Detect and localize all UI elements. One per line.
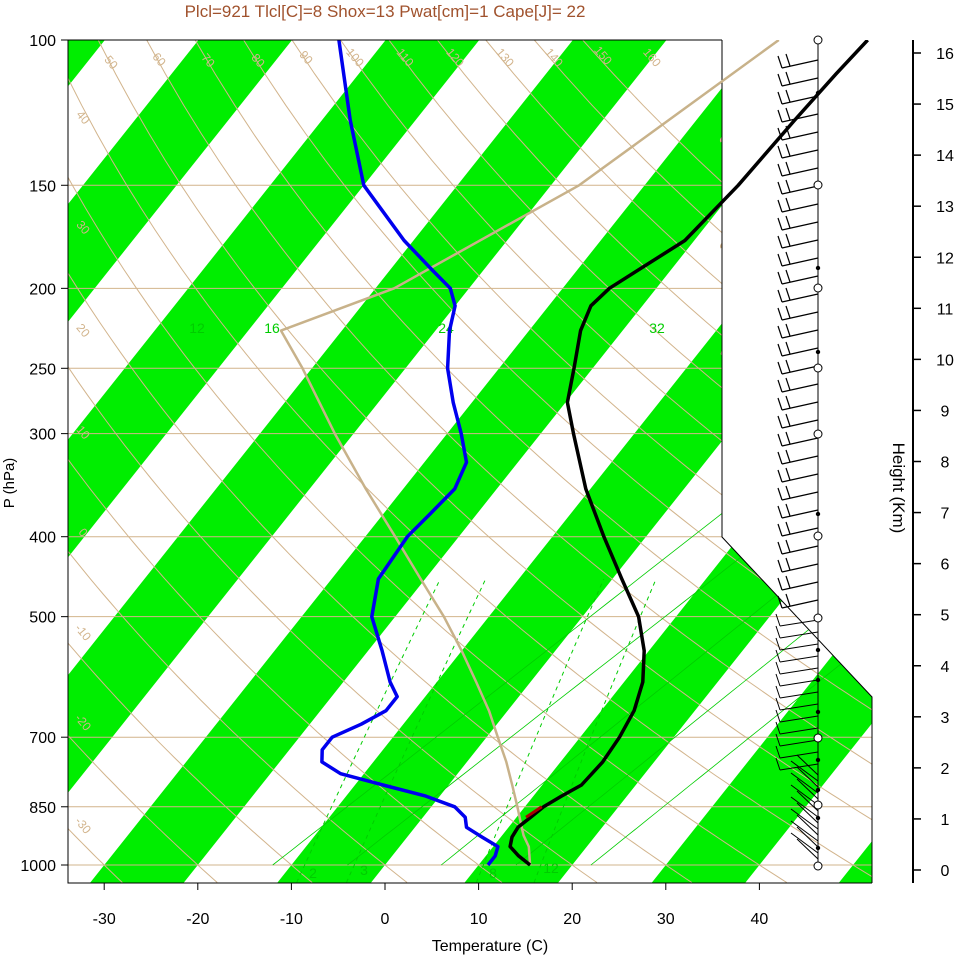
mixing-ratio-label: 12 xyxy=(189,320,205,336)
dry-adiabat-label: 50 xyxy=(101,53,121,72)
wind-level-dot xyxy=(816,678,820,682)
calm-wind-circle xyxy=(814,430,822,438)
dry-adiabat-label: -30 xyxy=(72,814,94,837)
x-tick-label: 30 xyxy=(657,911,675,928)
height-axis-label: Height (Km) xyxy=(889,443,908,534)
height-tick-label: 5 xyxy=(941,608,950,625)
x-tick-label: 40 xyxy=(751,911,769,928)
y-tick-label: 200 xyxy=(29,281,56,298)
wind-barb xyxy=(797,839,818,859)
x-tick-label: 10 xyxy=(470,911,488,928)
mixing-ratio-label: 2 xyxy=(309,865,317,881)
height-tick-label: 8 xyxy=(941,455,950,472)
calm-wind-circle xyxy=(814,181,822,189)
wind-barb-flag xyxy=(776,674,780,686)
y-tick-label: 300 xyxy=(29,427,56,444)
height-tick-label: 10 xyxy=(936,352,954,369)
calm-wind-circle xyxy=(814,862,822,870)
dry-adiabat-label: 40 xyxy=(73,108,93,127)
dry-adiabat-label: 130 xyxy=(493,45,517,70)
wind-barb-flag xyxy=(776,662,780,674)
y-tick-label: 150 xyxy=(29,178,56,195)
y-tick-label: 400 xyxy=(29,530,56,547)
calm-wind-circle xyxy=(814,284,822,292)
y-tick-label: 100 xyxy=(29,33,56,50)
wind-barb-flag xyxy=(776,626,780,638)
height-tick-label: 15 xyxy=(936,97,954,114)
wind-level-dot xyxy=(816,846,820,850)
mixing-ratio-label: 32 xyxy=(649,320,665,336)
wind-barb xyxy=(780,644,818,650)
wind-barb-flag xyxy=(776,614,780,626)
wind-level-dot xyxy=(816,710,820,714)
x-tick-label: -20 xyxy=(186,911,209,928)
height-tick-label: 0 xyxy=(941,863,950,880)
y-tick-label: 250 xyxy=(29,361,56,378)
y-tick-label: 700 xyxy=(29,730,56,747)
wind-level-dot xyxy=(816,266,820,270)
calm-wind-circle xyxy=(814,801,822,809)
x-axis-label: Temperature (C) xyxy=(432,938,548,955)
mixing-ratio-label: 8 xyxy=(489,865,497,881)
height-tick-label: 12 xyxy=(936,250,954,267)
x-tick-label: 0 xyxy=(381,911,390,928)
x-tick-label: -30 xyxy=(93,911,116,928)
y-tick-label: 1000 xyxy=(20,858,56,875)
height-tick-label: 9 xyxy=(941,403,950,420)
wind-level-dot xyxy=(816,350,820,354)
wind-level-dot xyxy=(816,512,820,516)
mixing-ratio-label: 3 xyxy=(360,862,368,878)
calm-wind-circle xyxy=(814,614,822,622)
y-tick-label: 850 xyxy=(29,800,56,817)
height-tick-label: 13 xyxy=(936,199,954,216)
height-tick-label: 7 xyxy=(941,506,950,523)
height-tick-label: 11 xyxy=(937,301,954,318)
calm-wind-circle xyxy=(814,36,822,44)
chart-title: Plcl=921 Tlcl[C]=8 Shox=13 Pwat[cm]=1 Ca… xyxy=(185,2,586,21)
mixing-ratio-label: 12 xyxy=(543,860,559,876)
height-tick-label: 6 xyxy=(941,557,950,574)
height-tick-label: 2 xyxy=(941,761,950,778)
wind-barb-flag xyxy=(776,638,780,650)
mixing-ratio-label: 16 xyxy=(264,320,280,336)
height-tick-label: 4 xyxy=(941,659,950,676)
wind-barb xyxy=(780,668,818,674)
dry-adiabat-label: -10 xyxy=(72,621,94,644)
wind-level-dot xyxy=(816,648,820,652)
wind-barb-flag xyxy=(776,698,780,710)
dry-adiabat-label: 20 xyxy=(73,321,93,340)
wind-barb-flag xyxy=(776,686,780,698)
calm-wind-circle xyxy=(814,364,822,372)
wind-barb xyxy=(797,827,818,847)
calm-wind-circle xyxy=(814,734,822,742)
dry-adiabat-label: 60 xyxy=(149,50,169,69)
height-tick-label: 1 xyxy=(941,812,950,829)
height-tick-label: 14 xyxy=(936,148,954,165)
x-tick-label: -10 xyxy=(280,911,303,928)
height-tick-label: 16 xyxy=(936,46,954,63)
wind-level-dot xyxy=(816,788,820,792)
y-axis-label: P (hPa) xyxy=(1,458,18,509)
wind-level-dot xyxy=(816,91,820,95)
wind-level-dot xyxy=(816,816,820,820)
wind-level-dot xyxy=(816,758,820,762)
x-tick-label: 20 xyxy=(563,911,581,928)
height-tick-label: 3 xyxy=(941,710,950,727)
calm-wind-circle xyxy=(814,532,822,540)
y-tick-label: 500 xyxy=(29,610,56,627)
